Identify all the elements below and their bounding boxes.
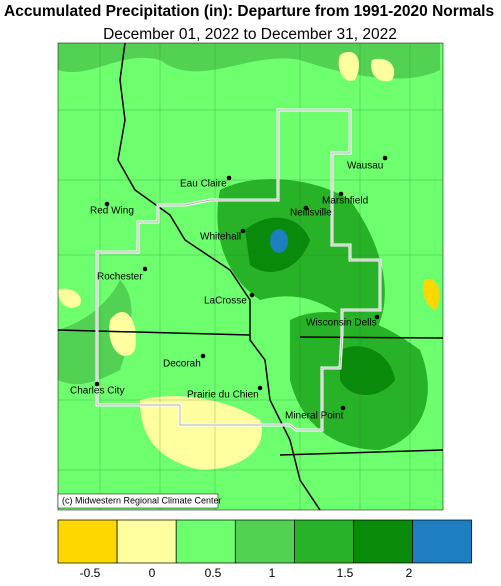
- credit-box: [57, 493, 219, 509]
- map-frame: [57, 42, 444, 511]
- city-label: Rochester: [97, 272, 143, 283]
- city-label: Red Wing: [90, 206, 134, 217]
- city-dot: [200, 353, 206, 359]
- region: [217, 179, 385, 340]
- city-dot: [374, 314, 380, 320]
- river: [117, 42, 321, 511]
- city-label: Wausau: [347, 161, 383, 172]
- city-label: Prairie du Chien: [187, 390, 259, 401]
- legend-swatch: [353, 519, 413, 564]
- legend-label: 0: [149, 566, 156, 580]
- city-label: Charles City: [70, 386, 124, 397]
- city-label: Neillsville: [290, 208, 332, 219]
- county-line: [58, 43, 443, 510]
- legend-swatch: [116, 519, 177, 564]
- city-dot: [303, 205, 309, 211]
- city-label: LaCrosse: [204, 296, 247, 307]
- legend-swatch: [57, 519, 118, 564]
- city-label: Marshfield: [322, 196, 368, 207]
- city-label: Mineral Point: [285, 411, 344, 422]
- region: [371, 58, 395, 82]
- region: [109, 311, 136, 356]
- legend-swatch: [234, 519, 295, 564]
- legend-swatch: [294, 519, 354, 564]
- region: [58, 288, 81, 308]
- city-dot: [249, 292, 255, 298]
- subtitle: December 01, 2022 to December 31, 2022: [103, 26, 397, 43]
- legend-label: 2: [406, 566, 413, 580]
- city-dot: [142, 266, 148, 272]
- city-dot: [240, 228, 246, 234]
- region: [58, 280, 132, 385]
- region: [340, 346, 395, 395]
- city-label: Eau Claire: [180, 179, 227, 190]
- city-dot: [94, 381, 100, 387]
- legend: -0.5 0 0.5 1 1.5 2: [57, 519, 473, 580]
- region-outline: [96, 109, 381, 431]
- state-border: [57, 329, 444, 456]
- city-label: Decorah: [163, 359, 201, 370]
- region: [140, 396, 262, 470]
- city-dot: [226, 175, 232, 181]
- credit: (c) Midwestern Regional Climate Center: [62, 495, 222, 505]
- legend-swatch: [175, 519, 236, 564]
- city-dot: [104, 201, 110, 207]
- legend-label: 1.5: [337, 566, 354, 580]
- legend-label: -0.5: [80, 566, 101, 580]
- title: Accumulated Precipitation (in): Departur…: [4, 3, 494, 20]
- city-dot: [382, 155, 388, 161]
- legend-label: 1: [269, 566, 276, 580]
- map: [57, 42, 444, 511]
- city-dot: [257, 385, 263, 391]
- region: [338, 51, 360, 81]
- city-label: Whitehall: [200, 232, 241, 243]
- cities: Wausau Eau Claire Marshfield Red Wing Neills…: [70, 155, 388, 422]
- region: [270, 229, 288, 253]
- city-dot: [340, 405, 346, 411]
- legend-label: 0.5: [205, 566, 222, 580]
- city-dot: [338, 191, 344, 197]
- legend-swatch: [412, 519, 473, 564]
- region: [423, 279, 440, 310]
- city-label: Wisconsin Dells: [306, 318, 377, 329]
